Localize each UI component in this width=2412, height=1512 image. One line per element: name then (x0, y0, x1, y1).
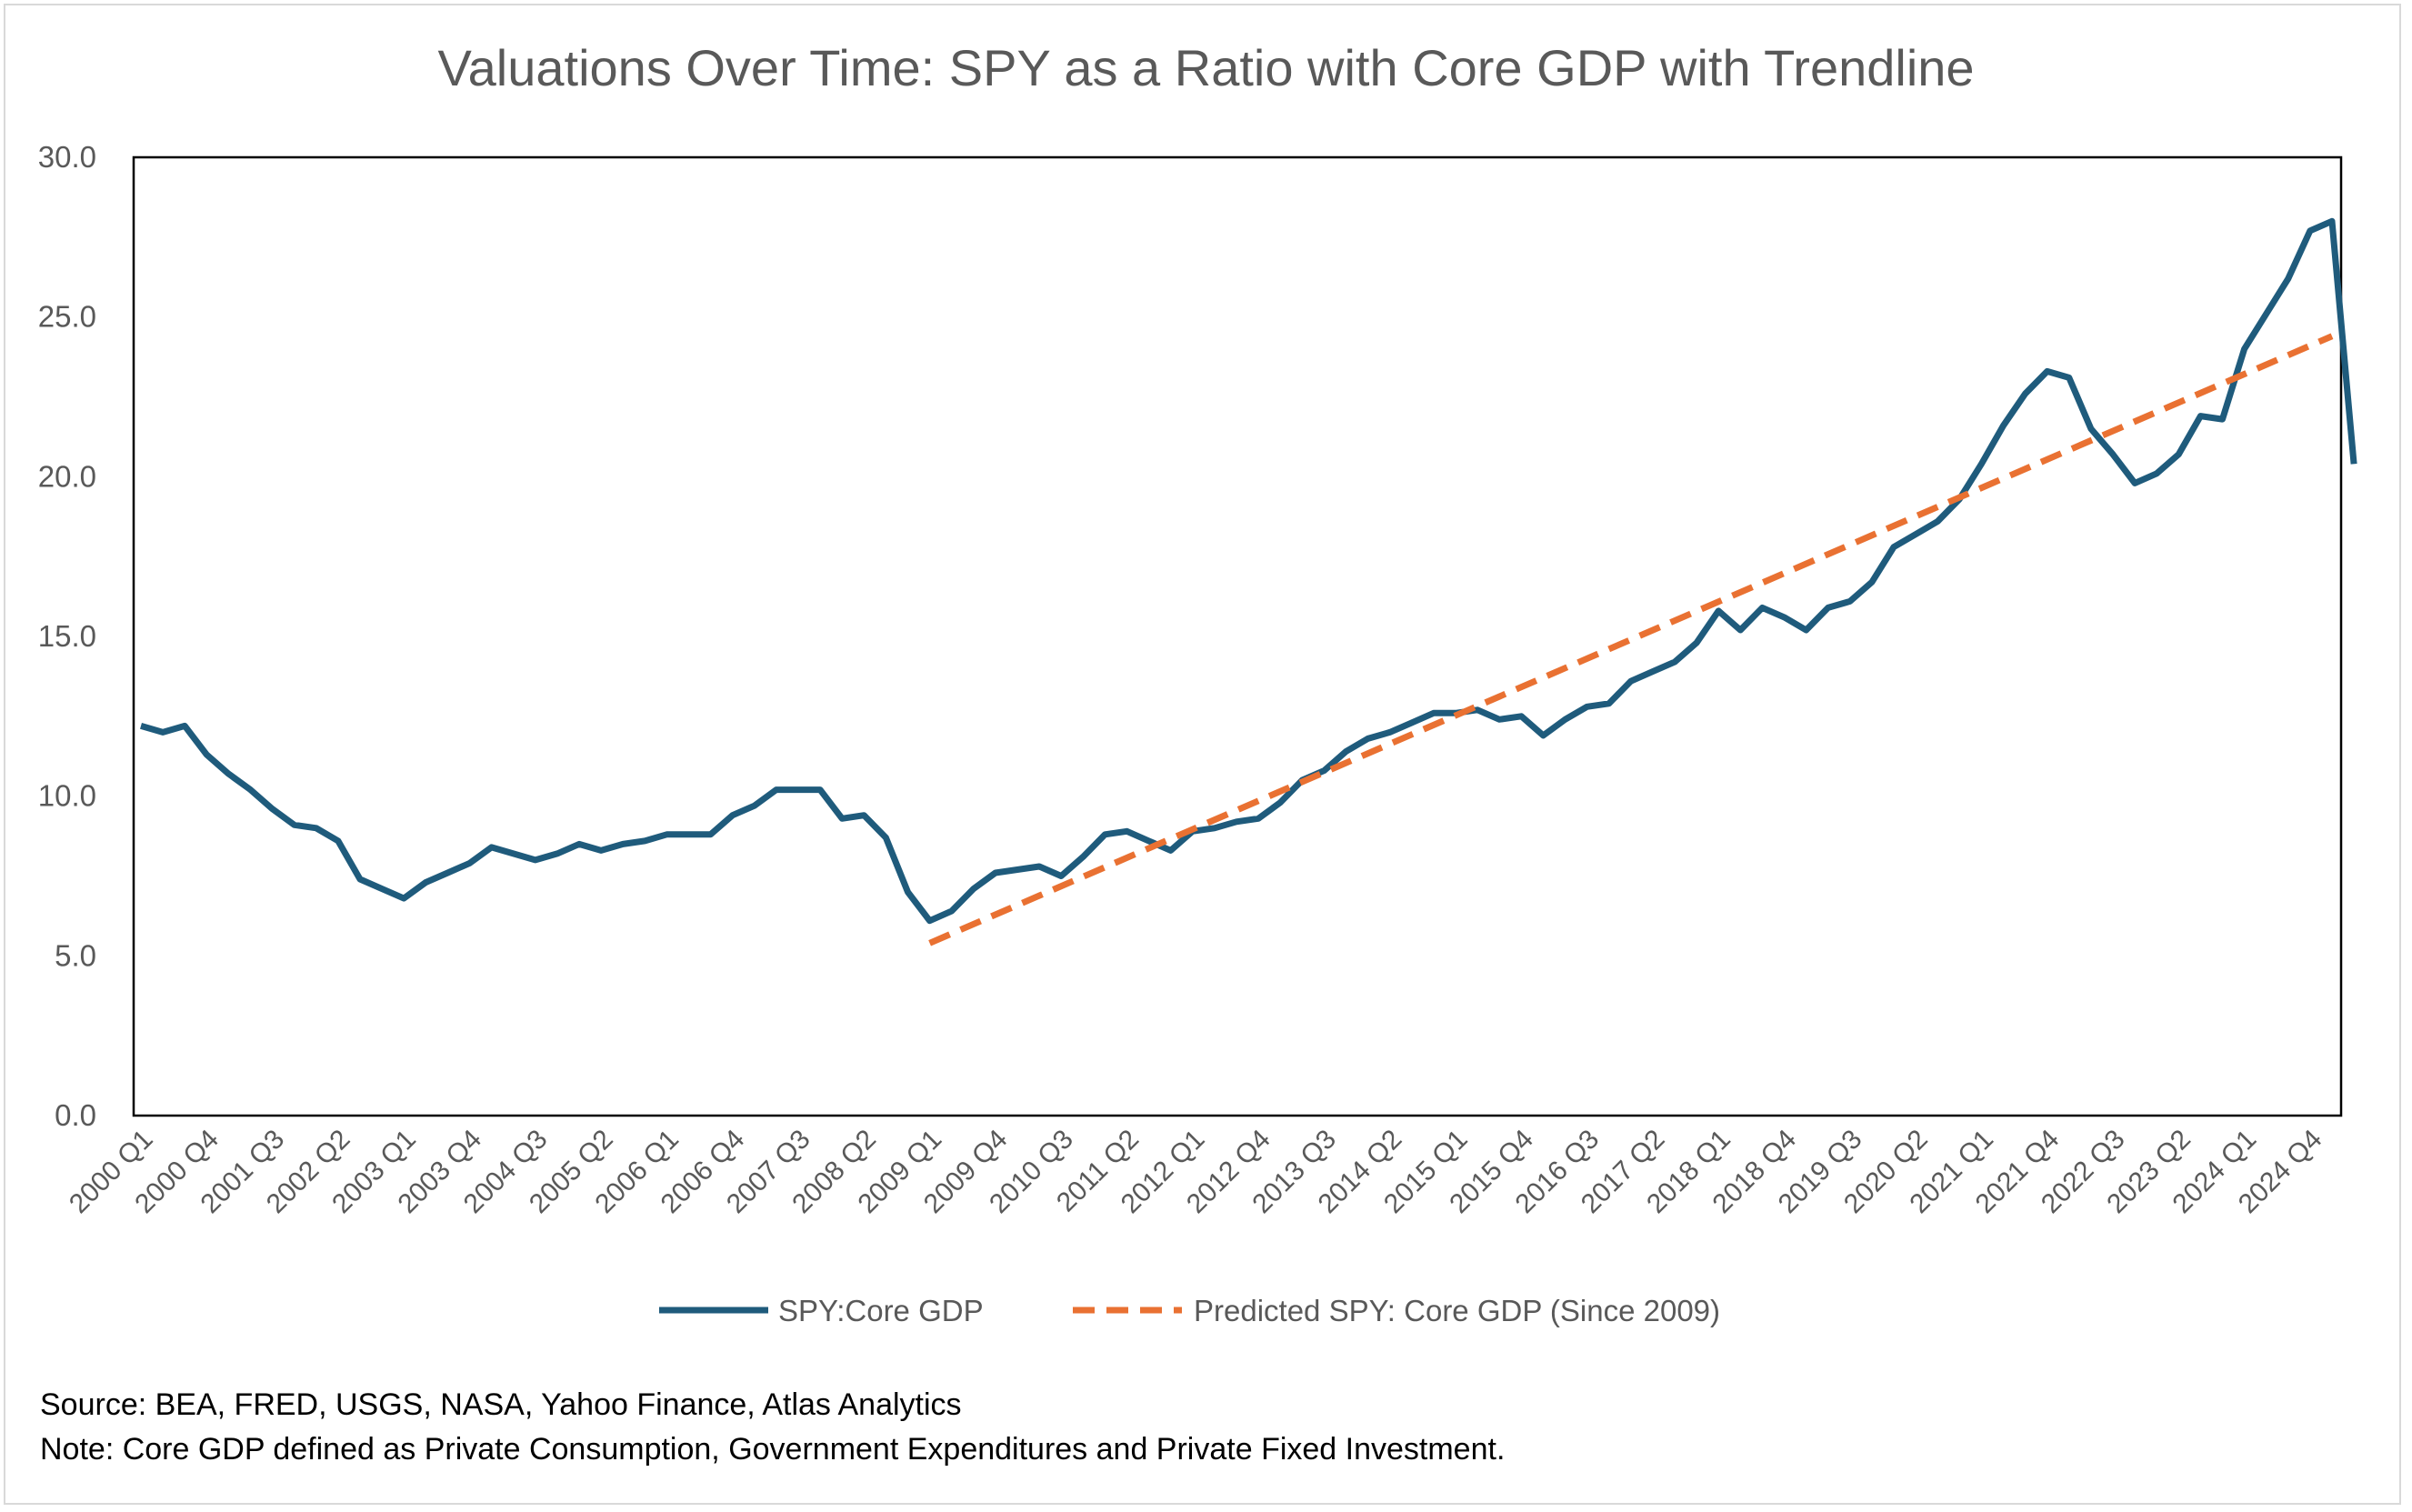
series-layer (140, 217, 2357, 946)
chart-title: Valuations Over Time: SPY as a Ratio wit… (437, 39, 1975, 96)
y-tick-label: 30.0 (38, 140, 96, 174)
y-tick-label: 15.0 (38, 619, 96, 653)
source-note: Source: BEA, FRED, USGS, NASA, Yahoo Fin… (40, 1387, 962, 1422)
series-line-spy-core-gdp (140, 217, 2357, 925)
legend-label-predicted: Predicted SPY: Core GDP (Since 2009) (1194, 1294, 1720, 1327)
chart-frame (4, 4, 2401, 1505)
legend-label-spy-core-gdp: SPY:Core GDP (778, 1294, 984, 1327)
y-axis: 0.0 5.0 10.0 15.0 20.0 25.0 30.0 (38, 140, 96, 1132)
y-tick-label: 25.0 (38, 300, 96, 334)
y-tick-label: 5.0 (55, 938, 96, 972)
series-line-predicted (928, 333, 2334, 946)
y-tick-label: 20.0 (38, 459, 96, 493)
plot-area (132, 155, 2343, 1117)
y-tick-label: 10.0 (38, 779, 96, 813)
definition-note: Note: Core GDP defined as Private Consum… (40, 1432, 1506, 1467)
legend: SPY:Core GDP Predicted SPY: Core GDP (Si… (659, 1294, 1720, 1327)
y-tick-label: 0.0 (55, 1098, 96, 1132)
